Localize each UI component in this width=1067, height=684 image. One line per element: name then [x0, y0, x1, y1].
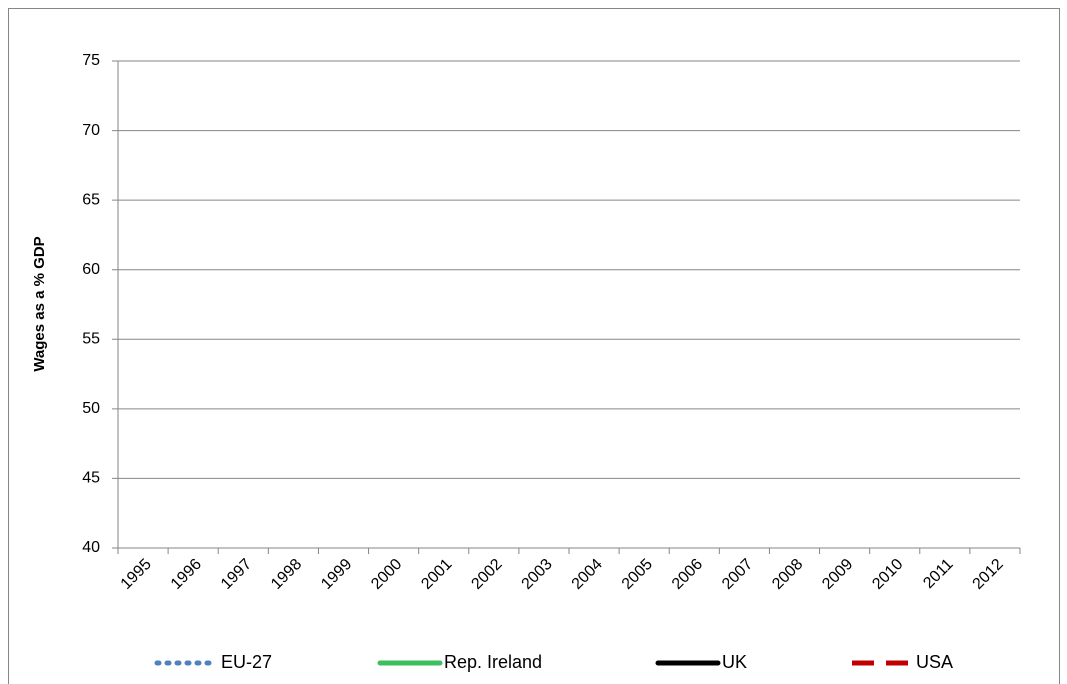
x-tick-label: 2003	[519, 556, 556, 593]
x-tick-label: 2012	[970, 556, 1007, 593]
y-axis-label: Wages as a % GDP	[31, 236, 48, 371]
x-tick-label: 2002	[468, 556, 505, 593]
x-tick-label: 2005	[619, 556, 656, 593]
x-tick-label: 2004	[569, 556, 606, 593]
x-tick-label: 2009	[819, 556, 856, 593]
y-tick-label: 60	[82, 261, 100, 278]
x-tick-label: 1997	[218, 556, 255, 593]
x-tick-label: 2001	[418, 556, 455, 593]
x-tick-label: 1996	[168, 556, 205, 593]
x-tick-label: 2007	[719, 556, 756, 593]
x-tick-label: 2008	[769, 556, 806, 593]
x-tick-label: 1998	[268, 556, 305, 593]
legend-label: UK	[722, 652, 747, 672]
x-tick-label: 1999	[318, 556, 355, 593]
x-tick-label: 2010	[869, 556, 906, 593]
x-tick-label: 1995	[118, 556, 155, 593]
legend-label: Rep. Ireland	[444, 652, 542, 672]
y-tick-label: 75	[82, 52, 100, 69]
chart-frame	[8, 8, 1060, 684]
y-tick-label: 55	[82, 331, 100, 348]
y-tick-label: 40	[82, 539, 100, 556]
y-tick-label: 45	[82, 470, 100, 487]
x-tick-label: 2000	[368, 556, 405, 593]
y-tick-label: 50	[82, 400, 100, 417]
legend-label: USA	[916, 652, 953, 672]
legend-label: EU-27	[221, 652, 272, 672]
y-tick-label: 70	[82, 122, 100, 139]
x-tick-label: 2006	[669, 556, 706, 593]
y-tick-label: 65	[82, 191, 100, 208]
x-tick-label: 2011	[920, 556, 956, 592]
